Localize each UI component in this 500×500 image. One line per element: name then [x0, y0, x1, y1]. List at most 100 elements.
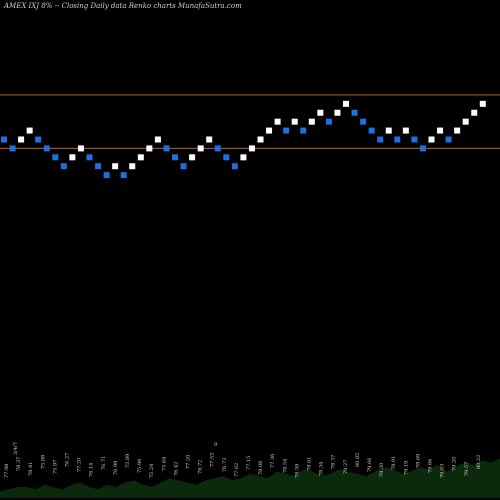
price-label: 75.97 [52, 460, 58, 474]
chart-title: AMEX IXJ 8% -- Closing Daily data Renko … [3, 2, 242, 10]
renko-brick [231, 163, 238, 170]
renko-brick [428, 136, 435, 143]
renko-brick [360, 118, 367, 125]
renko-brick [189, 154, 196, 161]
renko-brick [146, 145, 153, 152]
renko-brick [462, 118, 469, 125]
price-label: 80.85 [355, 453, 361, 467]
price-label: 77.36 [270, 454, 276, 468]
renko-brick [317, 109, 324, 116]
renko-brick [394, 136, 401, 143]
renko-brick [257, 136, 264, 143]
renko-brick [1, 136, 7, 143]
renko-brick [343, 100, 349, 107]
price-label: 76.71 [101, 456, 107, 470]
renko-brick [368, 127, 375, 134]
renko-brick [163, 145, 170, 152]
price-label: 78.37 [331, 455, 337, 469]
renko-brick [214, 145, 221, 152]
renko-brick [43, 145, 50, 152]
renko-brick [377, 136, 384, 143]
price-label: 79.30 [379, 463, 385, 477]
price-label: 79.63 [440, 464, 446, 478]
price-label: 77.62 [234, 463, 240, 477]
price-label: 76.99 [113, 461, 119, 475]
price-label: 78.91 [391, 456, 397, 470]
renko-brick [266, 127, 273, 134]
price-label: 79.57 [464, 462, 470, 476]
renko-brick [206, 136, 213, 143]
price-label: 75.88 [40, 455, 46, 469]
price-label: 79.27 [343, 460, 349, 474]
renko-brick [437, 127, 444, 134]
annotation-label: 3/4/7 [13, 442, 19, 455]
renko-brick [129, 163, 136, 170]
renko-brick [240, 154, 247, 161]
price-label: 77.20 [77, 458, 83, 472]
renko-brick [223, 154, 230, 161]
renko-brick [248, 145, 255, 152]
renko-brick [300, 127, 307, 134]
renko-brick [9, 145, 16, 152]
renko-brick [419, 145, 426, 152]
price-label: 78.06 [258, 461, 264, 475]
renko-brick [120, 172, 127, 179]
price-label: 78.37 [16, 457, 22, 471]
renko-brick [291, 118, 298, 125]
price-label: 75.89 [125, 454, 131, 468]
renko-brick [334, 109, 341, 116]
price-label: 75.24 [149, 464, 155, 478]
price-label: 77.53 [210, 453, 216, 467]
annotation-label: 9 [214, 442, 217, 448]
price-label: 78.69 [415, 454, 421, 468]
renko-brick [154, 136, 161, 143]
renko-brick [445, 136, 452, 143]
renko-brick [137, 154, 144, 161]
price-label: 79.20 [452, 457, 458, 471]
renko-brick [77, 145, 84, 152]
price-label: 77.20 [186, 455, 192, 469]
price-label: 78.59 [294, 464, 300, 478]
renko-brick [471, 109, 478, 116]
price-label: 76.14 [89, 463, 95, 477]
volume-area [0, 458, 500, 498]
renko-bricks [1, 100, 486, 179]
renko-brick [18, 136, 25, 143]
price-label: 79.66 [428, 459, 434, 473]
price-label: 75.96 [137, 459, 143, 473]
price-label: 79.19 [403, 461, 409, 475]
price-label: 78.72 [198, 460, 204, 474]
renko-brick [52, 154, 59, 161]
price-label: 78.41 [28, 462, 34, 476]
renko-brick [69, 154, 76, 161]
price-label: 77.98 [4, 464, 10, 478]
price-label: 78.54 [282, 459, 288, 473]
renko-brick [35, 136, 42, 143]
renko-brick [103, 172, 110, 179]
price-label: 78.61 [307, 457, 313, 471]
renko-brick [95, 163, 102, 170]
renko-brick [454, 127, 461, 134]
renko-brick [180, 163, 187, 170]
renko-brick [479, 100, 486, 107]
renko-brick [385, 127, 392, 134]
renko-brick [411, 136, 418, 143]
price-label: 76.27 [65, 453, 71, 467]
renko-brick [60, 163, 67, 170]
renko-brick [26, 127, 33, 134]
price-label: 77.15 [246, 456, 252, 470]
price-label: 80.22 [476, 455, 482, 469]
renko-brick [86, 154, 93, 161]
renko-brick [308, 118, 315, 125]
renko-brick [402, 127, 409, 134]
renko-brick [283, 127, 290, 134]
renko-brick [274, 118, 281, 125]
renko-brick [112, 163, 119, 170]
renko-brick [351, 109, 358, 116]
renko-brick [197, 145, 204, 152]
renko-brick [325, 118, 332, 125]
price-label: 76.73 [222, 458, 228, 472]
reference-lines [0, 94, 500, 149]
